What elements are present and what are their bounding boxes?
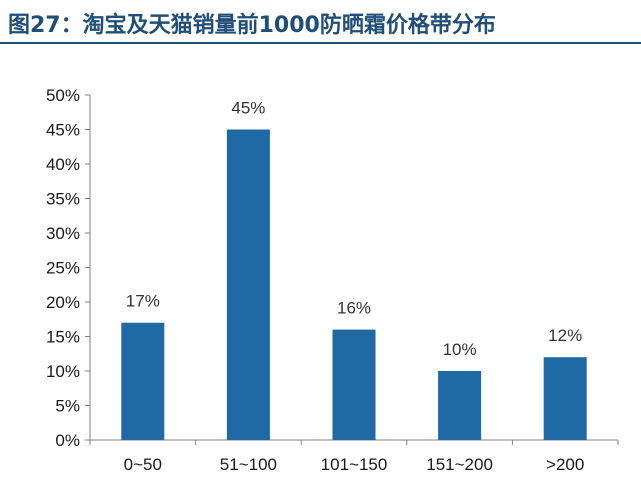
y-tick-label: 20% [46, 293, 80, 312]
bar [332, 329, 376, 440]
bar-data-label: 12% [548, 326, 582, 345]
x-tick-label: 51~100 [220, 455, 277, 474]
x-tick-label: >200 [546, 455, 584, 474]
x-tick-label: 0~50 [124, 455, 162, 474]
y-tick-label: 35% [46, 190, 80, 209]
y-tick-label: 5% [55, 397, 80, 416]
bar [121, 322, 165, 440]
figure-title-bar: 图27：淘宝及天猫销量前1000防晒霜价格带分布 [0, 0, 641, 44]
y-tick-label: 50% [46, 86, 80, 105]
bar-data-label: 17% [126, 292, 160, 311]
y-tick-label: 15% [46, 328, 80, 347]
bar-data-label: 10% [443, 340, 477, 359]
x-tick-label: 101~150 [321, 455, 388, 474]
bar-data-label: 16% [337, 299, 371, 318]
bar-data-label: 45% [231, 99, 265, 118]
y-tick-label: 25% [46, 259, 80, 278]
y-tick-label: 10% [46, 362, 80, 381]
y-tick-label: 45% [46, 121, 80, 140]
y-tick-label: 0% [55, 431, 80, 450]
figure-title: 图27：淘宝及天猫销量前1000防晒霜价格带分布 [8, 13, 496, 38]
y-tick-label: 30% [46, 224, 80, 243]
x-tick-label: 151~200 [426, 455, 493, 474]
bar [438, 371, 482, 440]
bar [543, 357, 587, 440]
bar [226, 129, 270, 440]
y-tick-label: 40% [46, 155, 80, 174]
